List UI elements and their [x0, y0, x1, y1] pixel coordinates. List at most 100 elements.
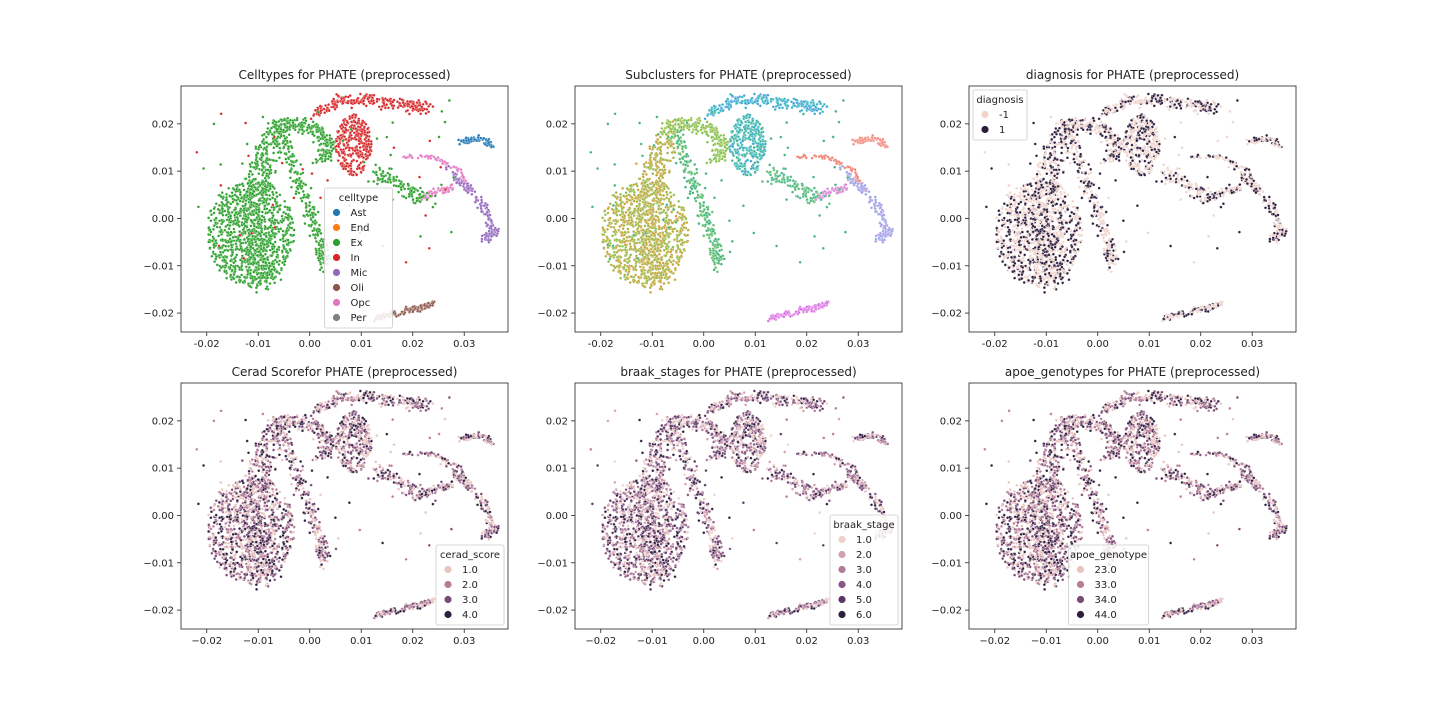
data-point	[487, 229, 491, 233]
data-point	[259, 282, 263, 286]
data-point	[660, 127, 664, 130]
data-point	[474, 195, 478, 199]
data-point	[633, 278, 637, 282]
data-point	[485, 203, 489, 207]
data-point	[402, 312, 406, 316]
data-point	[654, 181, 658, 185]
data-point	[671, 132, 675, 135]
data-point	[418, 101, 422, 105]
data-point	[643, 268, 646, 272]
data-point	[310, 223, 314, 227]
data-point	[254, 147, 258, 151]
data-point	[358, 137, 362, 141]
data-point	[672, 193, 676, 197]
data-point	[664, 262, 668, 265]
data-point	[254, 240, 258, 244]
data-point	[669, 140, 673, 143]
data-point	[288, 176, 292, 180]
data-point	[629, 221, 633, 225]
data-point	[260, 140, 264, 144]
data-point	[272, 119, 276, 123]
data-point	[696, 214, 700, 218]
data-point	[389, 180, 393, 184]
data-point	[280, 220, 284, 224]
data-point	[275, 140, 279, 143]
data-point	[267, 202, 271, 206]
data-point	[480, 239, 484, 243]
data-point	[358, 146, 362, 149]
panel-title: Subclusters for PHATE (preprocessed)	[625, 68, 851, 82]
data-point	[477, 133, 481, 137]
data-point	[240, 162, 244, 166]
data-point	[406, 102, 410, 106]
data-point	[221, 209, 224, 213]
data-point	[651, 250, 654, 254]
data-point	[487, 217, 490, 221]
data-point	[296, 187, 300, 191]
data-point	[719, 138, 722, 142]
data-point	[311, 120, 315, 124]
data-point	[256, 222, 260, 225]
data-point	[286, 156, 290, 160]
data-point	[660, 121, 664, 125]
data-point	[355, 100, 358, 103]
data-point	[687, 128, 691, 132]
data-point	[258, 232, 262, 236]
data-point	[632, 266, 635, 270]
data-point	[642, 271, 646, 275]
data-point	[698, 205, 702, 209]
data-point	[681, 133, 685, 137]
legend-label: Opc	[351, 298, 371, 309]
data-point	[419, 234, 422, 238]
data-point	[655, 164, 659, 168]
data-point	[272, 268, 276, 272]
data-point	[397, 190, 401, 194]
data-point	[255, 187, 259, 191]
data-point	[450, 183, 454, 187]
data-point	[486, 238, 490, 242]
data-point	[224, 264, 228, 268]
data-point	[432, 155, 436, 159]
data-point	[406, 182, 410, 186]
data-point	[812, 101, 816, 105]
data-point	[297, 191, 301, 195]
data-point	[722, 151, 726, 155]
data-point	[705, 215, 709, 219]
data-point	[386, 171, 390, 175]
data-point	[712, 223, 715, 227]
data-point	[705, 220, 709, 224]
data-point	[243, 279, 247, 283]
data-point	[294, 181, 298, 185]
legend-marker	[332, 223, 341, 232]
data-point	[227, 240, 231, 244]
data-point	[483, 236, 487, 240]
data-point	[645, 209, 648, 213]
data-point	[654, 210, 658, 214]
data-point	[669, 195, 673, 199]
data-point	[665, 196, 669, 200]
data-point	[485, 206, 489, 210]
data-point	[642, 169, 646, 173]
data-point	[371, 96, 374, 100]
data-point	[661, 202, 665, 206]
data-point	[635, 200, 639, 204]
data-point	[654, 168, 658, 172]
data-point	[673, 278, 677, 282]
data-point	[245, 142, 249, 146]
data-point	[268, 172, 271, 176]
data-point	[336, 135, 340, 139]
data-point	[253, 235, 257, 239]
data-point	[245, 209, 249, 213]
data-point	[417, 107, 421, 111]
data-point	[601, 226, 605, 230]
data-point	[341, 151, 345, 155]
data-point	[262, 232, 266, 236]
data-point	[664, 229, 668, 233]
data-point	[718, 155, 722, 158]
data-point	[265, 157, 269, 161]
data-point	[744, 106, 748, 110]
data-point	[621, 244, 625, 248]
data-point	[236, 264, 240, 268]
data-point	[618, 213, 622, 217]
data-point	[658, 160, 662, 164]
